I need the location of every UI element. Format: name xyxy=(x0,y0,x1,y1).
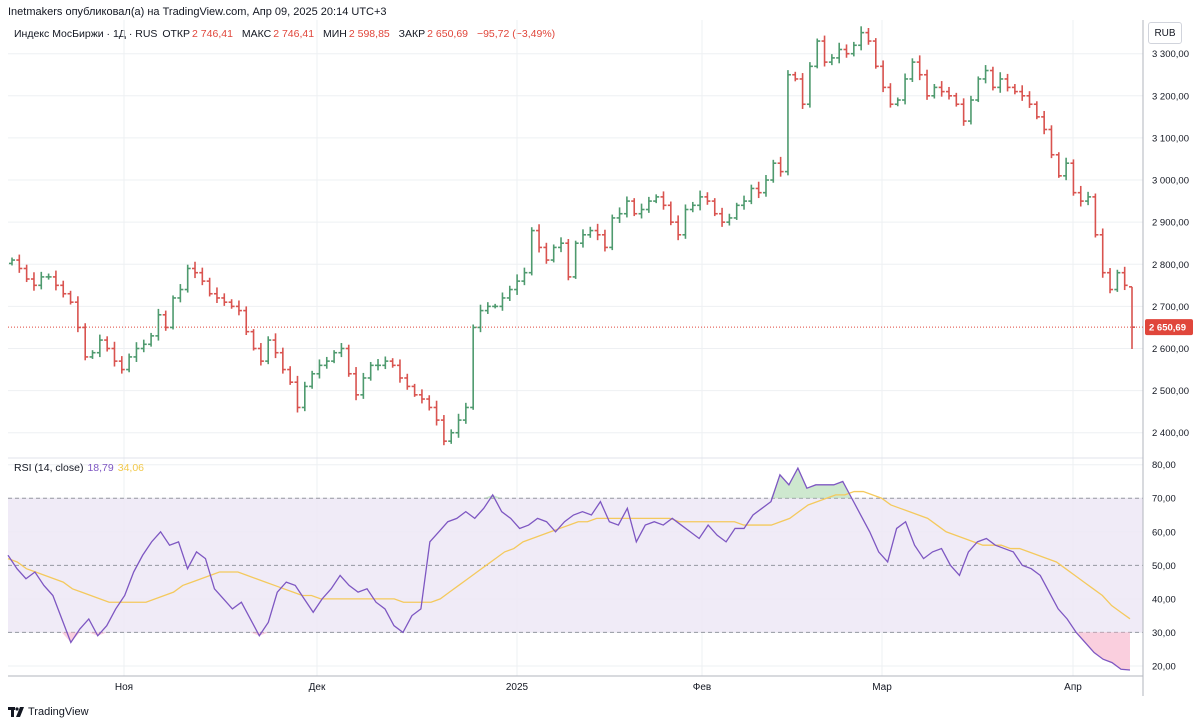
rsi-tick-label: 60,00 xyxy=(1152,527,1176,538)
footer-brand[interactable]: TradingView xyxy=(8,706,89,718)
time-tick-label: Ноя xyxy=(115,682,133,693)
price-tick-label: 2 500,00 xyxy=(1152,386,1189,397)
time-tick-label: Дек xyxy=(309,682,326,693)
price-tick-label: 2 800,00 xyxy=(1152,260,1189,271)
symbol-title: Индекс МосБиржи · 1Д · RUS xyxy=(14,28,158,40)
open-label: ОТКР xyxy=(162,28,191,40)
price-tick-label: 2 900,00 xyxy=(1152,218,1189,229)
rsi-value: 18,79 xyxy=(87,462,114,474)
rsi-ma-line xyxy=(7,490,1131,620)
footer-brand-text: TradingView xyxy=(28,706,89,718)
rsi-oversold-fill xyxy=(61,632,1131,670)
time-tick-label: Мар xyxy=(872,682,892,693)
price-tick-label: 2 400,00 xyxy=(1152,428,1189,439)
rsi-ma-value: 34,06 xyxy=(117,462,145,474)
low-label: МИН xyxy=(322,28,347,40)
close-label: ЗАКР xyxy=(398,28,426,40)
rsi-overbought-fill xyxy=(483,468,852,499)
rsi-title: RSI (14, close) xyxy=(14,462,84,474)
close-value: 2 650,69 xyxy=(427,28,469,40)
price-tick-label: 2 700,00 xyxy=(1152,302,1189,313)
price-tick-label: 2 600,00 xyxy=(1152,344,1189,355)
open-value: 2 746,41 xyxy=(192,28,233,40)
high-value: 2 746,41 xyxy=(273,28,315,40)
rsi-line xyxy=(7,466,1131,671)
rsi-legend: RSI (14, close) 18,79 34,06 xyxy=(14,462,144,474)
time-tick-label: Фев xyxy=(693,682,711,693)
rsi-tick-label: 50,00 xyxy=(1152,561,1176,572)
last-price-badge xyxy=(1145,319,1193,336)
change-value: −95,72 (−3,49%) xyxy=(476,28,556,40)
price-tick-label: 3 000,00 xyxy=(1152,176,1189,187)
currency-button[interactable]: RUB xyxy=(1148,22,1182,44)
price-legend: Индекс МосБиржи · 1Д · RUS ОТКР 2 746,41 … xyxy=(14,28,561,40)
price-tick-label: 3 200,00 xyxy=(1152,91,1189,102)
rsi-tick-label: 80,00 xyxy=(1152,460,1176,471)
rsi-tick-label: 70,00 xyxy=(1152,494,1176,505)
publisher-header: Inetmakers опубликовал(а) на TradingView… xyxy=(8,6,387,18)
price-tick-label: 3 100,00 xyxy=(1152,133,1189,144)
high-label: МАКС xyxy=(241,28,272,40)
time-tick-label: Апр xyxy=(1064,682,1082,693)
tradingview-logo-icon xyxy=(8,707,24,717)
time-tick-label: 2025 xyxy=(506,682,529,693)
rsi-tick-label: 20,00 xyxy=(1152,661,1176,672)
price-tick-label: 3 300,00 xyxy=(1152,49,1189,60)
rsi-tick-label: 30,00 xyxy=(1152,628,1176,639)
rsi-tick-label: 40,00 xyxy=(1152,594,1176,605)
low-value: 2 598,85 xyxy=(348,28,390,40)
last-price-label: 2 650,69 xyxy=(1149,323,1186,334)
